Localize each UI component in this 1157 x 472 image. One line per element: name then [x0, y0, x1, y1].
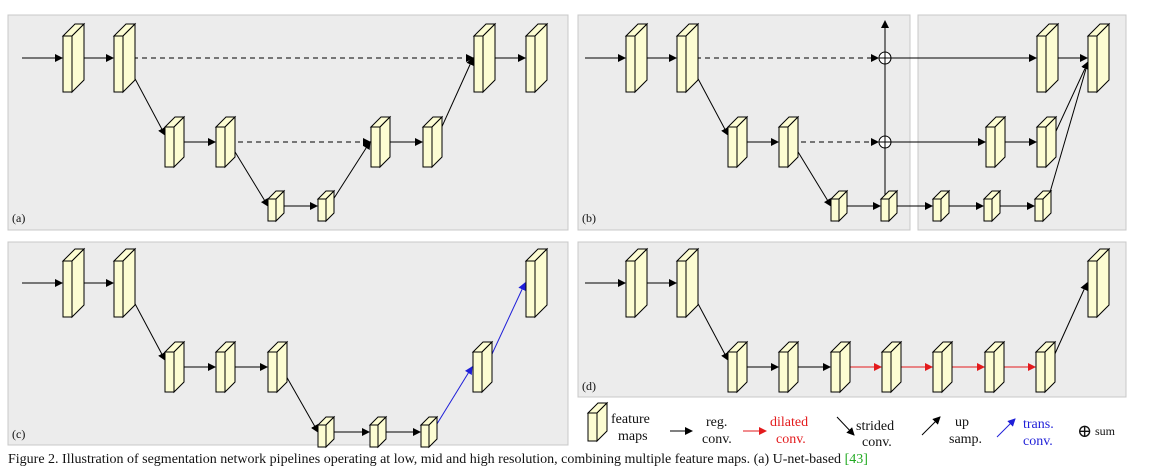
- legend-reg-label-2: conv.: [702, 432, 732, 447]
- panel-b-map-3: [726, 115, 749, 169]
- legend-strided-label-1: strided: [856, 419, 894, 434]
- panel-c-map-9: [471, 340, 494, 394]
- panel-label-d: (d): [582, 379, 596, 393]
- legend-up-label-2: samp.: [949, 432, 982, 447]
- panel-c-map-6: [316, 415, 336, 449]
- panel-c-map-5: [266, 340, 289, 394]
- panel-b-map-1: [624, 22, 649, 94]
- legend-sum-label: sum: [1095, 424, 1116, 438]
- panel-b-sum-1: [878, 51, 892, 65]
- legend-feature-label-2: maps: [618, 429, 648, 444]
- panel-c-map-10: [524, 247, 549, 319]
- panel-b-up-2: [1050, 61, 1089, 143]
- panel-d-map-3: [726, 340, 749, 394]
- legend-trans-label-2: conv.: [1023, 434, 1053, 449]
- panel-c-trans-1: [431, 366, 473, 433]
- panel-d-map-5: [829, 340, 852, 394]
- panel-d-map-8: [983, 340, 1006, 394]
- panel-c-map-4: [214, 340, 237, 394]
- panel-a-map-8: [421, 115, 444, 169]
- legend-trans-label-1: trans.: [1023, 417, 1054, 432]
- panel-d-map-9: [1034, 340, 1057, 394]
- caption-text: Figure 2. Illustration of segmentation n…: [8, 452, 845, 467]
- panel-c-map-3: [163, 340, 186, 394]
- panel-a-map-10: [524, 22, 549, 94]
- panel-b-map-13: [1086, 22, 1111, 94]
- legend-up-label-1: up: [955, 415, 969, 430]
- panel-a-map-5: [266, 189, 286, 223]
- panel-b-map-4: [777, 115, 800, 169]
- panel-c: [7, 241, 569, 446]
- legend-strided-arrow: [836, 416, 855, 436]
- legend-dilated-label-1: dilated: [770, 415, 808, 430]
- panel-b-up-1: [1045, 61, 1090, 207]
- panel-d-map-10: [1086, 247, 1111, 319]
- panel-b-map-2: [675, 22, 700, 94]
- panel-d: [577, 241, 1127, 398]
- legend-feature-map-icon: [586, 401, 609, 443]
- panel-c-map-2: [112, 247, 137, 319]
- panel-c-map-7: [368, 415, 388, 449]
- legend: feature maps reg. conv. dilated conv. st…: [586, 401, 1116, 450]
- panel-b-map-12: [1035, 22, 1060, 94]
- panel-a-map-1: [61, 22, 86, 94]
- legend-reg-label-1: reg.: [706, 415, 727, 430]
- panel-c-map-8: [419, 415, 439, 449]
- panel-a-map-3: [163, 115, 186, 169]
- panel-d-map-7: [931, 340, 954, 394]
- panel-d-map-4: [777, 340, 800, 394]
- panel-d-map-1: [624, 247, 649, 319]
- panel-b-map-8: [982, 189, 1002, 223]
- legend-up-arrow: [921, 416, 941, 436]
- panel-a-map-9: [472, 22, 497, 94]
- panel-label-a: (a): [12, 211, 25, 225]
- panel-label-b: (b): [582, 211, 596, 225]
- panel-b-map-9: [1033, 189, 1053, 223]
- panel-a-up-1: [328, 141, 371, 207]
- panel-label-c: (c): [12, 427, 25, 441]
- panel-b-map-7: [931, 189, 951, 223]
- caption-ref: [43]: [844, 452, 868, 467]
- legend-feature-label-1: feature: [611, 412, 650, 427]
- panel-b-map-6: [879, 189, 899, 223]
- legend-trans-arrow: [996, 418, 1016, 438]
- panel-b-sum-2: [878, 135, 892, 149]
- legend-sum-icon: ⊕: [1077, 421, 1092, 441]
- panel-b-map-5: [829, 189, 849, 223]
- panel-a-map-7: [369, 115, 392, 169]
- legend-dilated-label-2: conv.: [776, 432, 806, 447]
- panel-b-map-10: [984, 115, 1007, 169]
- panel-a-map-2: [112, 22, 137, 94]
- panel-a-map-4: [214, 115, 237, 169]
- panel-a-map-6: [316, 189, 336, 223]
- panel-d-map-2: [675, 247, 700, 319]
- figure-caption: Figure 2. Illustration of segmentation n…: [8, 452, 1153, 472]
- panel-b-map-11: [1035, 115, 1058, 169]
- legend-strided-label-2: conv.: [862, 435, 892, 450]
- panel-c-map-1: [61, 247, 86, 319]
- panel-d-map-6: [880, 340, 903, 394]
